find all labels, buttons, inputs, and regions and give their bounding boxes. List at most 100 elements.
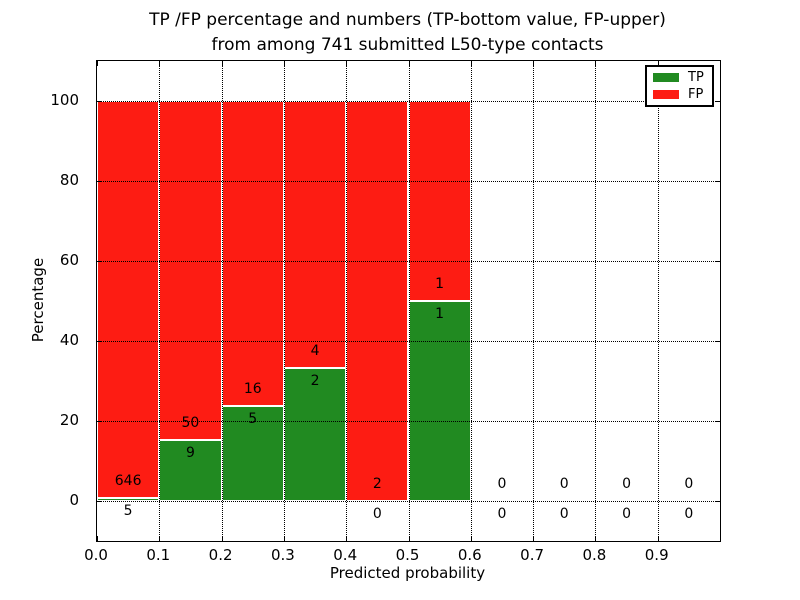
tp-legend-swatch — [653, 72, 679, 82]
bar-count-label-fp: 0 — [559, 476, 569, 492]
bar-segment-tp — [159, 439, 222, 501]
bar-count-label-tp: 2 — [310, 372, 320, 389]
grid-line-v — [533, 61, 535, 541]
bar-count-label-fp: 0 — [622, 476, 632, 492]
grid-line-v — [283, 61, 285, 541]
bar-count-label-tp: 0 — [497, 506, 507, 522]
bar-count-label-fp: 50 — [181, 414, 200, 431]
x-axis-label: Predicted probability — [329, 564, 486, 582]
x-tick-mark — [221, 61, 223, 66]
grid-line-v — [408, 61, 410, 541]
bar-count-label-fp: 2 — [372, 476, 382, 492]
bar-count-label-tp: 1 — [435, 306, 445, 322]
y-tick-mark — [97, 421, 102, 422]
bar-segment-fp — [408, 101, 471, 301]
bar-count-label-tp: 5 — [123, 502, 133, 519]
y-tick-label: 0 — [69, 491, 79, 509]
x-tick-mark — [470, 536, 472, 541]
x-tick-mark — [346, 536, 348, 541]
bar-count-label-fp: 646 — [114, 472, 142, 489]
fp-legend-swatch — [653, 90, 679, 100]
x-tick-mark — [283, 61, 285, 66]
x-tick-mark — [595, 61, 597, 66]
x-tick-mark — [97, 61, 98, 66]
bar-count-label-fp: 0 — [684, 476, 694, 492]
x-tick-mark — [159, 536, 161, 541]
bar-segment-fp — [159, 101, 222, 440]
x-tick-label: 0.8 — [582, 546, 607, 564]
x-tick-mark — [346, 61, 348, 66]
bar-segment-tp — [97, 497, 160, 501]
plot-area: 646 5 50 9 16 5 4 2 2 0 1 1 0 0 0 0 0 0 0 0 — [96, 60, 721, 542]
bar-count-label-fp: 4 — [310, 342, 320, 359]
bar-segment-fp — [346, 101, 409, 501]
x-tick-label: 0.9 — [644, 546, 669, 564]
grid-line-v — [346, 61, 348, 541]
chart-title-line1: TP /FP percentage and numbers (TP-bottom… — [149, 10, 666, 30]
bar-count-label-tp: 9 — [185, 444, 195, 461]
x-tick-label: 0.4 — [333, 546, 358, 564]
x-tick-label: 0.1 — [146, 546, 171, 564]
x-tick-mark — [470, 61, 472, 66]
x-tick-mark — [408, 536, 410, 541]
x-tick-mark — [159, 61, 161, 66]
grid-line-v — [470, 61, 472, 541]
x-tick-label: 0.2 — [208, 546, 233, 564]
y-tick-mark — [97, 261, 102, 262]
x-tick-mark — [408, 61, 410, 66]
y-tick-mark — [715, 261, 720, 262]
bar-count-label-tp: 0 — [559, 506, 569, 522]
grid-line-v — [221, 61, 223, 541]
x-tick-mark — [657, 536, 659, 541]
y-tick-label: 80 — [59, 171, 79, 189]
y-tick-mark — [97, 101, 102, 102]
x-tick-mark — [533, 536, 535, 541]
chart-title: TP /FP percentage and numbers (TP-bottom… — [96, 8, 719, 58]
y-tick-mark — [715, 341, 720, 342]
bar-segment-fp — [97, 101, 160, 498]
grid-line-v — [159, 61, 161, 541]
x-tick-mark — [595, 536, 597, 541]
legend-item: TP — [647, 70, 712, 85]
x-tick-mark — [533, 61, 535, 66]
legend-item: FP — [647, 87, 712, 102]
x-tick-mark — [221, 536, 223, 541]
x-tick-mark — [97, 536, 98, 541]
bar-segment-fp — [283, 101, 347, 368]
y-tick-label: 60 — [59, 251, 79, 269]
y-tick-mark — [97, 501, 102, 502]
y-tick-mark — [715, 101, 720, 102]
x-tick-mark — [657, 61, 659, 66]
legend: TP FP — [645, 65, 714, 107]
bar-count-label-fp: 0 — [497, 476, 507, 492]
bar-count-label-fp: 16 — [243, 380, 262, 397]
legend-label: TP — [688, 69, 704, 85]
x-tick-label: 0.0 — [84, 546, 108, 564]
chart-title-line2: from among 741 submitted L50-type contac… — [211, 35, 604, 55]
grid-line-v — [657, 61, 659, 541]
bar-count-label-fp: 1 — [435, 276, 445, 292]
x-tick-label: 0.3 — [270, 546, 295, 564]
bar-segment-fp — [221, 101, 284, 406]
grid-line-v — [595, 61, 597, 541]
bar-segment-tp — [283, 367, 347, 501]
x-tick-mark — [283, 536, 285, 541]
y-tick-mark — [97, 341, 102, 342]
x-tick-label: 0.5 — [395, 546, 420, 564]
y-tick-mark — [715, 501, 720, 502]
y-tick-mark — [715, 181, 720, 182]
y-tick-mark — [715, 421, 720, 422]
y-tick-label: 40 — [59, 331, 79, 349]
bar-segment-tp — [408, 301, 471, 501]
y-tick-label: 20 — [59, 411, 79, 429]
bar-count-label-tp: 0 — [684, 506, 694, 522]
y-tick-mark — [97, 181, 102, 182]
bar-count-label-tp: 5 — [248, 410, 258, 427]
x-tick-label: 0.7 — [520, 546, 545, 564]
x-tick-label: 0.6 — [457, 546, 482, 564]
y-tick-label: 100 — [50, 91, 79, 109]
legend-label: FP — [688, 87, 704, 103]
bar-count-label-tp: 0 — [622, 506, 632, 522]
bar-count-label-tp: 0 — [372, 506, 382, 522]
